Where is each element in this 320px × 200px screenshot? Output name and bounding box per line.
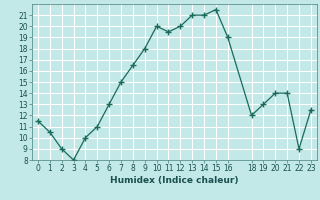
X-axis label: Humidex (Indice chaleur): Humidex (Indice chaleur) [110,176,239,185]
